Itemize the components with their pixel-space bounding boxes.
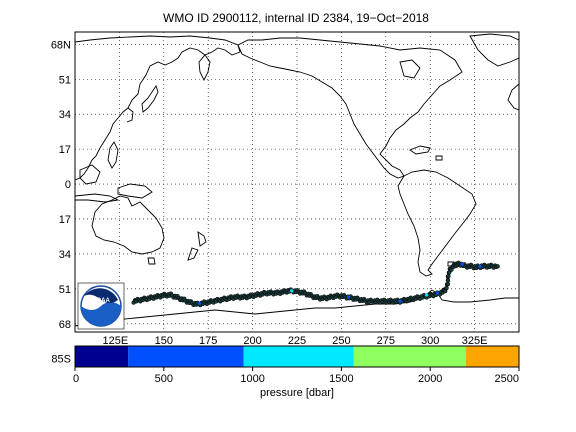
map-background xyxy=(75,32,519,332)
coastline-hudson-bay xyxy=(399,59,421,79)
lat-tick-label: 51 xyxy=(59,284,71,296)
lat-tick-label: 0 xyxy=(65,179,71,191)
track-point-deep xyxy=(398,299,402,303)
track-point-deep xyxy=(197,301,201,305)
map-content xyxy=(75,32,519,332)
noaa-logo-icon: NOAA xyxy=(77,282,125,330)
track-point-deep xyxy=(460,262,464,266)
colorbar-label: pressure [dbar] xyxy=(260,387,334,399)
colorbar: 0 500 1000 1500 2000 2500 pressure [dbar] xyxy=(73,345,520,399)
colorbar-bin xyxy=(465,346,519,367)
lon-tick-label: 325E xyxy=(462,335,488,347)
colorbar-tick-label: 500 xyxy=(155,373,173,385)
track-point xyxy=(444,285,449,291)
lon-tick-label: 275 xyxy=(377,335,395,347)
latitude-axis: 68N 51 34 17 0 17 34 51 68 85S xyxy=(51,39,71,365)
coastline-australia xyxy=(91,195,165,255)
track-point xyxy=(446,274,451,279)
track-point-deep xyxy=(346,295,351,299)
lat-tick-label: 85S xyxy=(51,354,71,366)
lon-tick-label: 200 xyxy=(243,335,261,347)
track-point-deep xyxy=(478,264,482,268)
track-point xyxy=(445,281,451,287)
coastline-borneo xyxy=(79,164,101,185)
figure-title: WMO ID 2900112, internal ID 2384, 19−Oct… xyxy=(163,11,429,25)
colorbar-tick-label: 0 xyxy=(73,373,79,385)
coastline-kamchatka xyxy=(198,54,211,82)
lat-tick-label: 68 xyxy=(59,319,71,331)
float-track xyxy=(131,260,500,308)
colorbar-bin xyxy=(128,346,244,367)
track-point xyxy=(495,264,500,269)
colorbar-bin xyxy=(243,346,354,367)
coastlines xyxy=(75,33,519,327)
track-point-deep xyxy=(425,293,429,297)
lon-tick-label: 175 xyxy=(199,335,217,347)
coastline-antarctica xyxy=(75,289,519,327)
colorbar-bins xyxy=(75,346,519,367)
lon-tick-label: 300 xyxy=(421,335,439,347)
colorbar-ticks: 0 500 1000 1500 2000 2500 xyxy=(73,367,520,385)
coastline-europe xyxy=(507,83,519,111)
track-point xyxy=(445,278,451,283)
map-axes: 68N 51 34 17 0 17 34 51 68 85S 125E 150 175 200 225 25… xyxy=(51,31,520,366)
coastline-korea xyxy=(126,107,134,123)
coastline-philippines xyxy=(107,141,119,169)
coastline-greenland xyxy=(469,33,519,67)
lon-tick-label: 250 xyxy=(332,335,350,347)
coastline-south-america xyxy=(397,169,477,277)
map-frame xyxy=(74,31,520,333)
lon-tick-label: 225 xyxy=(288,335,306,347)
track-point-deep xyxy=(290,289,294,293)
coastline-new-guinea xyxy=(117,183,153,199)
track-point-deep xyxy=(435,291,439,295)
lat-tick-label: 34 xyxy=(59,109,71,121)
coastline-caribbean xyxy=(409,145,443,161)
colorbar-tick-label: 2500 xyxy=(495,373,519,385)
coastline-new-zealand xyxy=(187,231,207,261)
lon-tick-label: 125E xyxy=(103,335,129,347)
noaa-logo-text: NOAA xyxy=(92,298,110,304)
lon-tick-label: 150 xyxy=(155,335,173,347)
coastline-indonesia xyxy=(75,193,120,203)
lat-tick-label: 51 xyxy=(59,74,71,86)
colorbar-tick-label: 1000 xyxy=(240,373,264,385)
colorbar-frame xyxy=(74,345,520,368)
lat-tick-label: 34 xyxy=(59,249,71,261)
colorbar-tick-label: 1500 xyxy=(329,373,353,385)
colorbar-bin xyxy=(75,346,129,367)
lat-tick-label: 17 xyxy=(59,214,71,226)
lat-tick-label: 68N xyxy=(51,39,71,51)
longitude-axis: 125E 150 175 200 225 250 275 300 325E xyxy=(103,335,488,347)
lat-tick-label: 17 xyxy=(59,144,71,156)
colorbar-bin xyxy=(353,346,466,367)
coastline-tasmania xyxy=(147,257,156,265)
coastline-asia xyxy=(75,35,241,181)
colorbar-tick-label: 2000 xyxy=(418,373,442,385)
coastline-japan xyxy=(141,84,159,113)
